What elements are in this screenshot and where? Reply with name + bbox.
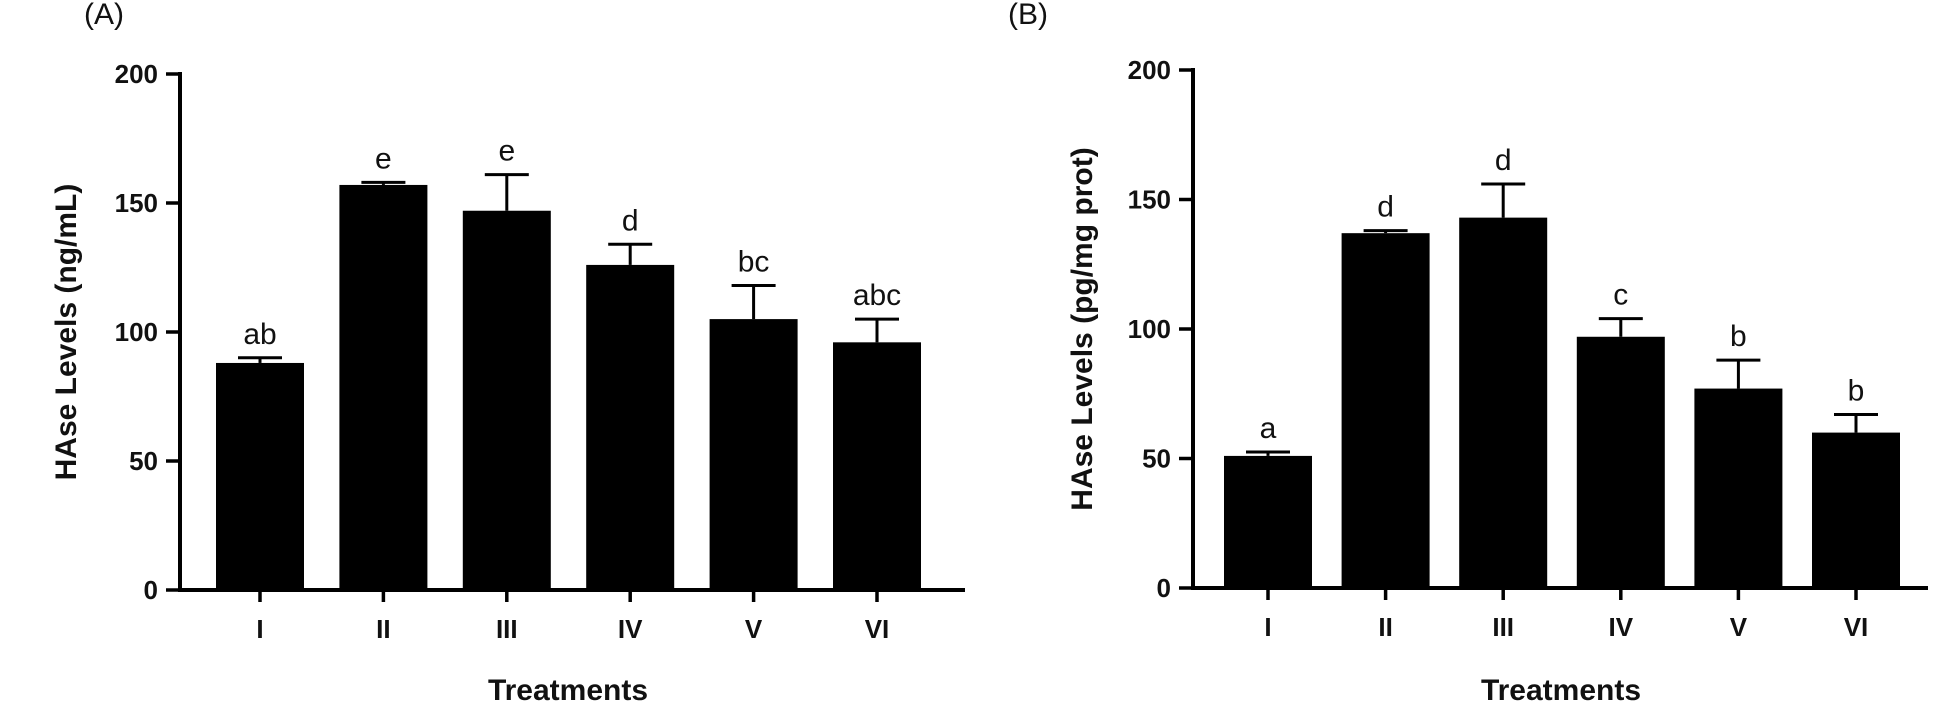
x-tick-label-IV: IV	[1609, 612, 1634, 642]
y-tick-label-150: 150	[1128, 185, 1171, 215]
significance-label-II: e	[375, 142, 392, 175]
significance-label-VI: b	[1848, 374, 1865, 407]
x-tick-label-VI: VI	[865, 614, 890, 644]
bar-I	[216, 362, 304, 590]
y-tick-label-200: 200	[115, 59, 158, 89]
bar-IV	[586, 264, 675, 590]
error-bar-III	[1481, 182, 1526, 218]
significance-label-IV: d	[622, 204, 639, 237]
y-tick-label-50: 50	[129, 446, 158, 476]
significance-label-IV: c	[1613, 279, 1628, 312]
significance-label-V: bc	[738, 246, 770, 279]
y-tick-label-0: 0	[144, 575, 158, 605]
bar-I	[1224, 455, 1312, 588]
error-bar-I	[238, 356, 282, 363]
y-tick-label-100: 100	[115, 317, 158, 347]
x-tick-label-V: V	[745, 614, 763, 644]
y-tick-label-50: 50	[1142, 444, 1171, 474]
x-axis-title: Treatments	[488, 674, 648, 707]
significance-label-III: d	[1495, 144, 1512, 177]
error-bar-IV	[608, 242, 653, 265]
x-tick-label-IV: IV	[618, 614, 643, 644]
x-tick-label-VI: VI	[1844, 612, 1869, 642]
x-tick-label-II: II	[376, 614, 390, 644]
significance-label-V: b	[1730, 320, 1747, 353]
x-tick-label-II: II	[1378, 612, 1392, 642]
error-bar-VI	[855, 317, 899, 343]
bar-III	[1459, 217, 1548, 588]
error-bar-II	[361, 180, 406, 185]
error-bar-II	[1363, 229, 1408, 234]
bar-III	[462, 210, 551, 591]
x-tick-label-III: III	[496, 614, 518, 644]
bar-VI	[833, 342, 921, 590]
y-tick-label-0: 0	[1157, 573, 1171, 603]
bar-V	[709, 319, 798, 590]
significance-label-I: a	[1260, 412, 1277, 445]
significance-label-VI: abc	[853, 279, 901, 312]
panel-label: (B)	[1008, 0, 1048, 31]
bar-VI	[1812, 432, 1900, 588]
significance-label-I: ab	[243, 318, 276, 351]
y-tick-label-150: 150	[115, 188, 158, 218]
significance-label-II: d	[1377, 191, 1394, 224]
error-bar-I	[1246, 450, 1290, 456]
x-tick-label-V: V	[1730, 612, 1748, 642]
bar-II	[1341, 233, 1430, 589]
panel-b: (B) a Id II d III c IV b Vb VI 0 50 100 150 200 HAse Lev…	[1008, 0, 1928, 707]
error-bar-V	[1716, 358, 1761, 389]
y-tick-label-200: 200	[1128, 55, 1171, 85]
y-axis-title: HAse Levels (ng/mL)	[50, 184, 83, 481]
error-bar-IV	[1598, 317, 1643, 337]
x-axis-title: Treatments	[1481, 674, 1641, 707]
x-tick-label-I: I	[1264, 612, 1271, 642]
error-bar-VI	[1834, 412, 1878, 433]
bar-IV	[1576, 336, 1665, 588]
x-tick-label-I: I	[256, 614, 263, 644]
error-bar-III	[484, 173, 529, 211]
panel-label: (A)	[84, 0, 124, 31]
bar-V	[1694, 388, 1783, 588]
y-axis-title: HAse Levels (pg/mg prot)	[1066, 147, 1099, 510]
x-tick-label-III: III	[1492, 612, 1514, 642]
error-bar-V	[731, 284, 776, 320]
significance-label-III: e	[498, 135, 515, 168]
y-tick-label-100: 100	[1128, 314, 1171, 344]
bar-II	[339, 184, 428, 590]
